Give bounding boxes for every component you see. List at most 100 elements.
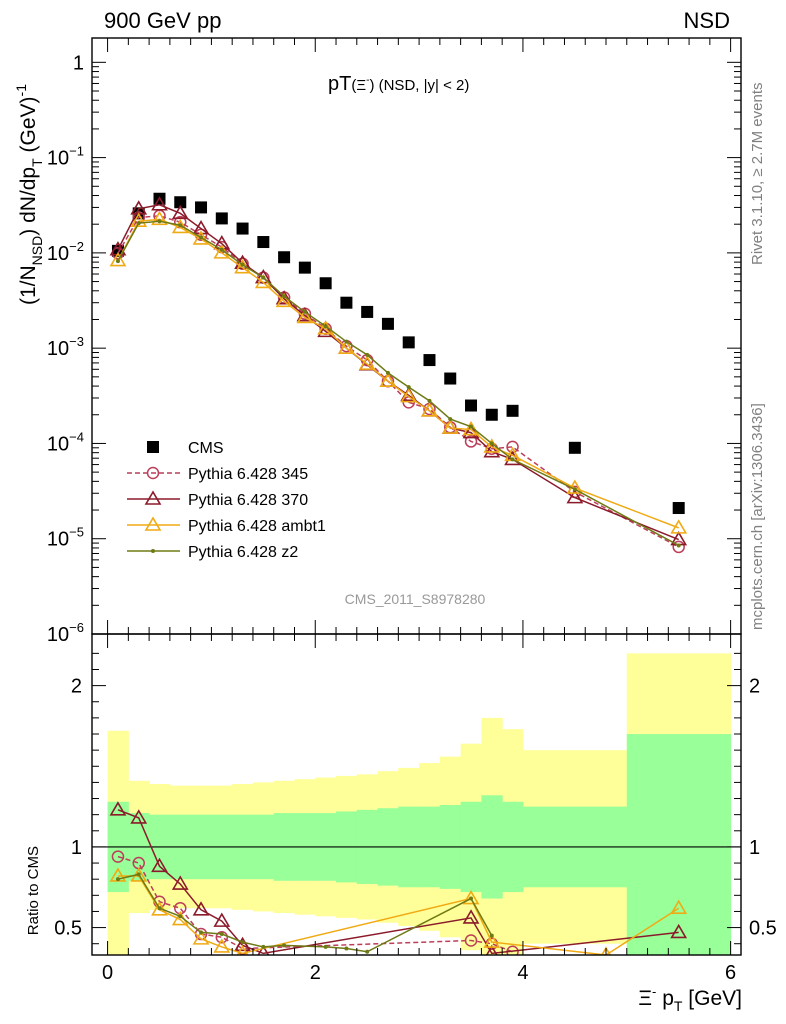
ratio-point [192, 930, 210, 945]
data-point [385, 370, 390, 375]
ratio-point [157, 906, 162, 911]
x-tick-label: 2 [310, 962, 321, 984]
ratio-point [483, 933, 501, 948]
data-point [298, 261, 311, 274]
legend: CMS Pythia 6.428 345 Pythia 6.428 370 Pythi… [127, 440, 326, 561]
data-point [236, 222, 249, 235]
data-point [423, 354, 436, 367]
ratio-point [489, 933, 494, 938]
data-point [174, 196, 187, 209]
data-point [469, 424, 474, 429]
ratio-point [462, 909, 480, 924]
ratio-y-label: Ratio to CMS [25, 846, 42, 935]
uncertainty-band-green [626, 734, 732, 955]
data-point [192, 230, 210, 245]
ratio-frame [91, 633, 742, 956]
ratio-series-pythia-6-428-370 [109, 801, 688, 955]
data-point [317, 322, 335, 338]
data-point [257, 236, 270, 249]
data-point [427, 398, 432, 403]
data-point [402, 336, 415, 349]
ratio-series-line [117, 873, 493, 953]
plot-title-main: pT [328, 73, 351, 95]
plot-title-cuts: (NSD, |y| < 2) [374, 77, 469, 94]
y-tick-label: 10−6 [47, 620, 84, 646]
x-label-sub: T [674, 998, 683, 1014]
ratio-y-tick-label: 1 [71, 837, 82, 859]
series-pythia-6-428-z2 [115, 219, 681, 548]
legend-item-pythia-6-428-345: Pythia 6.428 345 [127, 466, 308, 483]
legend-label: Pythia 6.428 z2 [188, 544, 298, 561]
ratio-point [219, 932, 224, 937]
legend-label: CMS [188, 440, 224, 457]
legend-label: Pythia 6.428 ambt1 [188, 518, 326, 535]
data-point [282, 294, 287, 299]
data-point [240, 262, 245, 267]
ratio-series-area [109, 801, 688, 955]
y-label-sup: -1 [13, 84, 29, 97]
ratio-point [282, 943, 287, 948]
ratio-point [462, 889, 480, 905]
data-point [302, 309, 307, 314]
ratio-point [464, 934, 478, 947]
data-point [171, 204, 189, 220]
ratio-point [240, 940, 245, 945]
legend-item-pythia-6-428-z2: Pythia 6.428 z2 [127, 544, 298, 561]
ratio-point [215, 931, 229, 944]
data-point [672, 502, 685, 515]
series-line [117, 203, 679, 541]
ratio-y-tick-label-right: 2 [749, 676, 760, 698]
y-axis-label: (1/NNSD) dN/dpT (GeV)-1 [13, 84, 45, 305]
x-axis-label: Ξ- pT [GeV] [638, 984, 742, 1014]
ratio-y-tick-label: 0.5 [54, 918, 82, 940]
data-point [381, 317, 394, 330]
data-point [361, 305, 374, 318]
ratio-series-line [117, 875, 680, 955]
ratio-point [171, 875, 189, 890]
legend-item-cms: CMS [147, 440, 224, 457]
x-tick-label: 6 [725, 962, 736, 984]
ratio-point [213, 938, 231, 953]
data-point [219, 247, 224, 252]
data-point [215, 212, 228, 225]
analysis-label: CMS_2011_S8978280 [345, 591, 486, 607]
data-point [344, 339, 349, 344]
data-point [178, 223, 183, 228]
ratio-point [130, 809, 148, 824]
x-label-sup: - [652, 984, 656, 999]
y-tick-label: 10−5 [47, 525, 84, 551]
x-label-unit: [GeV] [682, 987, 742, 1010]
ratio-series-line [117, 809, 679, 955]
data-point [572, 487, 577, 492]
x-tick-label: 0 [102, 962, 113, 984]
data-point [261, 275, 266, 280]
data-point [109, 252, 127, 267]
ratio-point [109, 801, 127, 816]
plot-title-close: ) [369, 77, 374, 94]
data-point [358, 355, 376, 370]
series-line [117, 218, 679, 529]
ratio-series-pythia-6-428-z2 [115, 872, 494, 954]
data-point [504, 450, 521, 466]
data-point [406, 385, 411, 390]
ratio-y-tick-label-right: 0.5 [749, 918, 777, 940]
data-point [130, 212, 148, 228]
legend-marker [144, 516, 162, 531]
y-tick-label: 10−4 [47, 429, 84, 455]
data-point [566, 489, 584, 504]
data-point [278, 251, 291, 264]
ratio-point [234, 936, 251, 952]
main-series-group [109, 192, 688, 554]
legend-marker [144, 490, 162, 505]
data-point [199, 235, 204, 240]
x-label-xi: Ξ [638, 987, 652, 1010]
legend-marker [151, 549, 155, 553]
y-tick-label: 10−3 [47, 334, 84, 360]
x-label-p: p [656, 987, 674, 1010]
data-point [462, 420, 480, 436]
legend-item-pythia-6-428-ambt1: Pythia 6.428 ambt1 [127, 516, 326, 535]
data-point [485, 408, 498, 421]
ratio-series-group [109, 801, 688, 955]
ratio-point [236, 944, 249, 955]
ratio-point [178, 914, 183, 919]
